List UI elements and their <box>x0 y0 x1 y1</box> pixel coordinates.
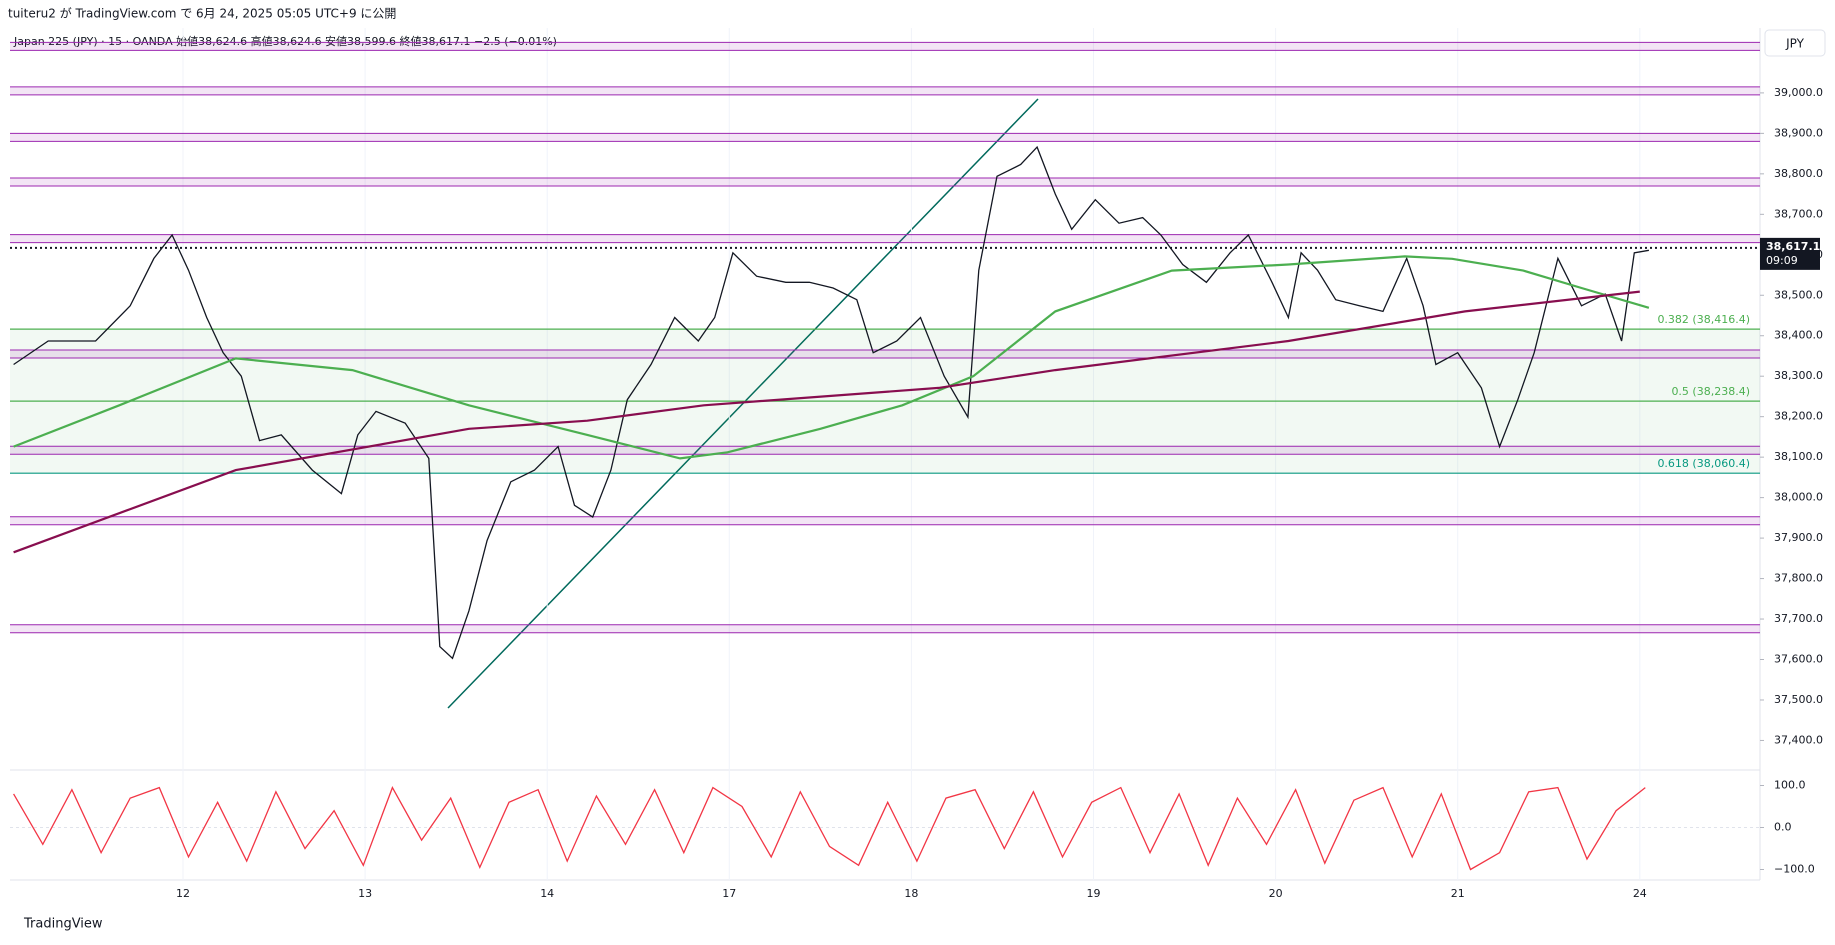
series-line <box>13 145 1650 660</box>
y-tick-label: 37,800.0 <box>1774 572 1823 585</box>
last-price-time: 09:09 <box>1766 254 1798 267</box>
last-price-label: 38,617.1 <box>1766 240 1820 253</box>
series-line <box>13 255 1650 460</box>
y-tick-label: 38,400.0 <box>1774 329 1823 342</box>
y-tick-label: 37,400.0 <box>1774 733 1823 746</box>
currency-box[interactable] <box>1764 29 1826 57</box>
header-title: tuiteru2 が TradingView.com で 6月 24, 2025… <box>8 6 396 21</box>
y-tick-label: 37,900.0 <box>1774 531 1823 544</box>
y-tick-label: 38,700.0 <box>1774 207 1823 220</box>
trend-line <box>447 98 1039 709</box>
y-tick-label: 0.0 <box>1774 821 1792 834</box>
x-tick-label: 17 <box>722 887 736 900</box>
y-tick-label: 37,700.0 <box>1774 612 1823 625</box>
y-tick-label: 38,100.0 <box>1774 450 1823 463</box>
y-tick-label: 37,600.0 <box>1774 653 1823 666</box>
currency-label: JPY <box>1785 37 1805 51</box>
y-tick-label: 38,000.0 <box>1774 491 1823 504</box>
y-tick-label: 38,900.0 <box>1774 126 1823 139</box>
x-tick-label: 14 <box>540 887 554 900</box>
x-tick-label: 20 <box>1269 887 1283 900</box>
symbol-legend: Japan 225 (JPY) · 15 · OANDA 始値38,624.6 … <box>13 34 557 48</box>
fib-label: 0.618 (38,060.4) <box>1657 457 1750 470</box>
x-tick-label: 19 <box>1087 887 1101 900</box>
x-tick-label: 18 <box>904 887 918 900</box>
y-tick-label: −100.0 <box>1774 863 1815 876</box>
y-tick-label: 100.0 <box>1774 779 1806 792</box>
y-tick-label: 38,500.0 <box>1774 288 1823 301</box>
fib-label: 0.382 (38,416.4) <box>1657 313 1750 326</box>
level-zone <box>10 133 1760 142</box>
x-tick-label: 12 <box>176 887 190 900</box>
level-zone <box>10 624 1760 633</box>
level-zone <box>10 177 1760 186</box>
y-tick-label: 38,200.0 <box>1774 410 1823 423</box>
x-tick-label: 24 <box>1633 887 1647 900</box>
level-zone <box>10 446 1760 455</box>
footer-brand: TradingView <box>23 917 103 932</box>
last-price-box <box>1760 237 1820 270</box>
x-tick-label: 21 <box>1451 887 1465 900</box>
series-line <box>13 290 1640 554</box>
series-line <box>13 786 1646 871</box>
level-zone <box>10 42 1760 51</box>
fib-label: 0.5 (38,238.4) <box>1671 385 1750 398</box>
level-zone <box>10 86 1760 95</box>
level-zone <box>10 516 1760 525</box>
y-tick-label: 38,800.0 <box>1774 167 1823 180</box>
x-tick-label: 13 <box>358 887 372 900</box>
y-tick-label: 37,500.0 <box>1774 693 1823 706</box>
y-tick-label: 39,000.0 <box>1774 86 1823 99</box>
y-tick-label: 38,300.0 <box>1774 369 1823 382</box>
level-zone <box>10 349 1760 358</box>
level-zone <box>10 234 1760 243</box>
